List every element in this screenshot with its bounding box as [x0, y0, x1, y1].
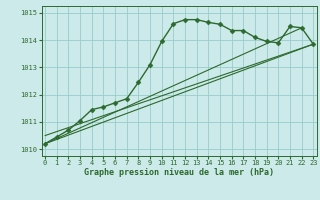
X-axis label: Graphe pression niveau de la mer (hPa): Graphe pression niveau de la mer (hPa) [84, 168, 274, 177]
